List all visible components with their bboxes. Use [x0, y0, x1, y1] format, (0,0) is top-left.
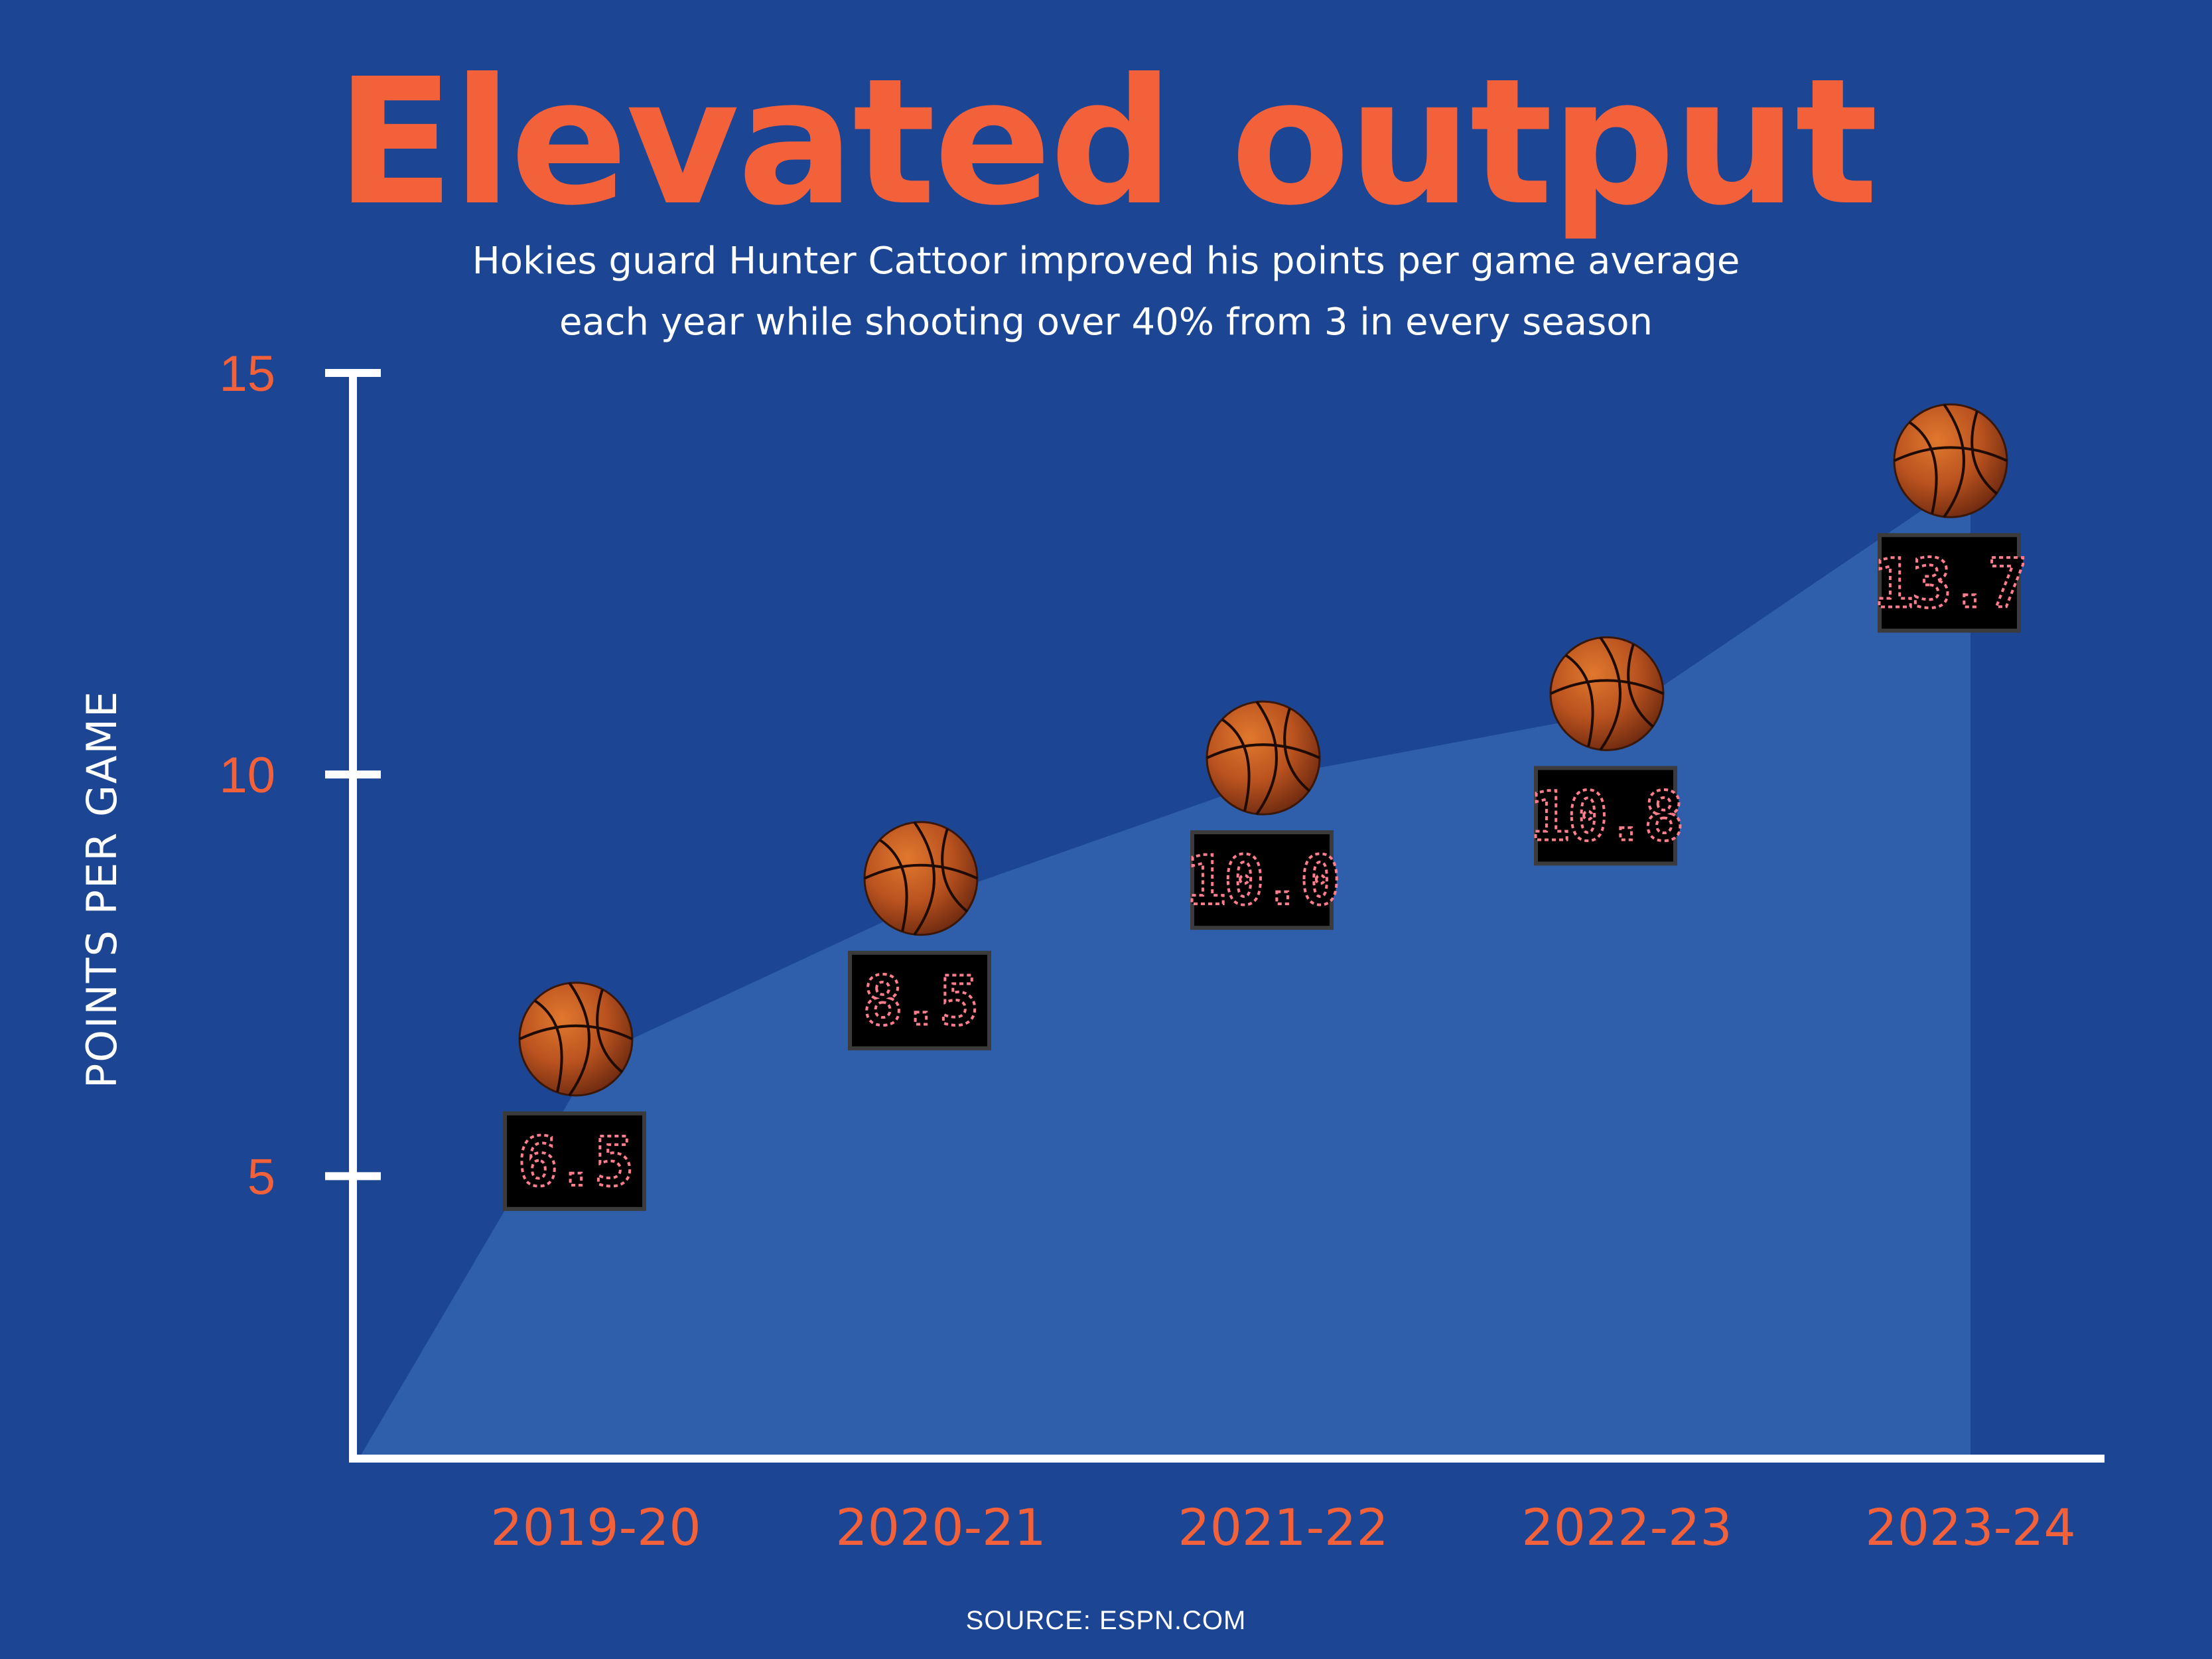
y-tick-label-5: 5 [247, 1149, 275, 1205]
basketball-seam [1221, 718, 1251, 812]
basketball-seam [1564, 654, 1594, 747]
x-label-2022-23: 2022-23 [1521, 1498, 1732, 1557]
data-point-2023-24: 13.7 [1872, 403, 2030, 633]
x-label-2019-20: 2019-20 [490, 1498, 701, 1557]
basketball-seam [1550, 679, 1664, 695]
basketball-seam [519, 1024, 633, 1041]
basketball-icon [1549, 636, 1665, 751]
area-fill [360, 477, 1970, 1457]
y-tick-label-15: 15 [219, 346, 275, 402]
basketball-seam [1599, 636, 1622, 751]
basketball-seam [1943, 403, 1965, 518]
subtitle-line-2: each year while shooting over 40% from 3… [559, 301, 1653, 344]
basketball-seam [941, 828, 969, 913]
data-point-2020-21: 8.5 [848, 821, 991, 1050]
basketball-seam [913, 821, 935, 936]
basketball-seam [1908, 421, 1938, 514]
chart-title: Elevated output [336, 41, 1878, 244]
scoreboard-value: 6.5 [518, 1123, 632, 1202]
scoreboard [848, 950, 991, 1050]
subtitle-line-1: Hokies guard Hunter Cattoor improved his… [472, 240, 1740, 283]
area-layer [360, 477, 1970, 1457]
basketball-seam [1970, 410, 1998, 495]
y-axis-title: POINTS PER GAME [78, 690, 126, 1088]
scoreboard [1190, 830, 1334, 930]
source-note: SOURCE: ESPN.COM [965, 1606, 1247, 1635]
basketball-icon [863, 821, 979, 936]
axis-layer: 5 10 15 POINTS PER GAME [78, 346, 2105, 1463]
basketball-seam [568, 981, 590, 1096]
scoreboard [1534, 766, 1677, 866]
basketball-seam [1283, 707, 1311, 792]
x-label-2023-24: 2023-24 [1865, 1498, 2076, 1557]
basketball-icon [518, 981, 634, 1097]
basketball-icon [1893, 403, 2008, 518]
basketball-seam [878, 839, 908, 932]
data-point-2019-20: 6.5 [503, 981, 646, 1211]
basketball-seam [596, 989, 624, 1074]
data-point-2021-22: 10.0 [1184, 700, 1342, 930]
basketball-seam [1206, 743, 1320, 759]
basketball-seam [1255, 701, 1278, 816]
data-point-2022-23: 10.8 [1528, 636, 1686, 866]
scoreboard [503, 1111, 646, 1211]
scoreboard-value: 8.5 [863, 962, 977, 1041]
labels-layer: 2019-20 2020-21 2021-22 2022-23 2023-24 [490, 1498, 2076, 1557]
chart-subtitle: Hokies guard Hunter Cattoor improved his… [0, 231, 2212, 353]
marks-layer: 6.5 8.5 10.0 10.8 13.7 [503, 403, 2030, 1211]
scoreboard-value: 10.8 [1529, 777, 1682, 856]
basketball-seam [864, 863, 978, 880]
y-tick-label-10: 10 [219, 747, 275, 804]
scoreboard-value: 13.7 [1873, 544, 2026, 623]
x-label-2021-22: 2021-22 [1178, 1498, 1389, 1557]
basketball-icon [1206, 700, 1321, 816]
scoreboard [1878, 533, 2021, 633]
scoreboard-value: 10.0 [1186, 841, 1338, 920]
basketball-seam [533, 999, 563, 1093]
basketball-seam [1894, 446, 2008, 463]
basketball-seam [1627, 643, 1655, 728]
x-label-2020-21: 2020-21 [835, 1498, 1046, 1557]
